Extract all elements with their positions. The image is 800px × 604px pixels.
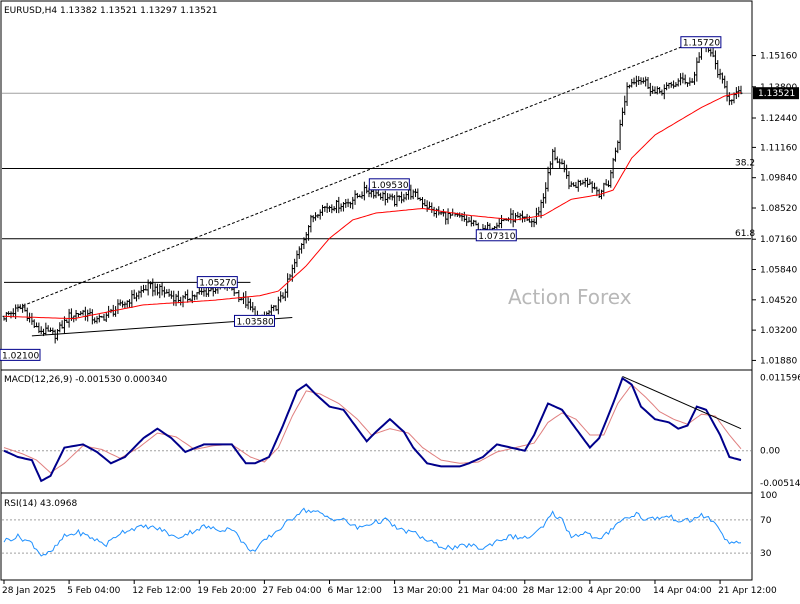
price-annotation: 1.02100 bbox=[0, 348, 41, 361]
price-header: EURUSD,H4 1.13382 1.13521 1.13297 1.1352… bbox=[4, 6, 217, 16]
price-y-tick-label: 1.01880 bbox=[760, 356, 797, 366]
x-tick-label: 27 Feb 04:00 bbox=[262, 586, 321, 596]
annotation-label: 1.02100 bbox=[2, 351, 39, 361]
macd-layer bbox=[2, 375, 751, 483]
x-tick-label: 28 Mar 12:00 bbox=[523, 586, 583, 596]
macd-y-tick-label: 0.00 bbox=[760, 447, 780, 457]
moving-average-line bbox=[3, 92, 742, 320]
rsi-panel-frame bbox=[0, 492, 753, 581]
x-tick-label: 21 Apr 12:00 bbox=[718, 586, 777, 596]
price-layer: 38.2 61.8 1.02100 1.05270 1.03580 1.09530 1.07… bbox=[0, 36, 755, 361]
macd-y-tick-label: -0.005146 bbox=[760, 479, 800, 489]
macd-y-tick-label: 0.011596 bbox=[760, 374, 800, 384]
price-y-tick-label: 1.15160 bbox=[760, 52, 797, 62]
annotation-label: 1.09530 bbox=[371, 181, 408, 191]
macd-line bbox=[3, 376, 742, 483]
annotation-box bbox=[196, 276, 238, 289]
rsi-y-tick-label: 100 bbox=[760, 491, 777, 501]
price-annotation: 1.03580 bbox=[233, 314, 275, 327]
price-annotation: 1.09530 bbox=[368, 178, 410, 191]
last-price-box bbox=[753, 87, 799, 100]
annotation-label: 1.05270 bbox=[199, 279, 236, 289]
price-annotation: 1.05270 bbox=[196, 276, 238, 289]
annotation-box bbox=[233, 314, 275, 327]
fibonacci-level-label: 61.8 bbox=[735, 229, 755, 239]
price-y-tick-label: 1.12440 bbox=[760, 114, 797, 124]
fibonacci-level-label: 38.2 bbox=[735, 159, 755, 169]
dashed-trendline bbox=[17, 42, 693, 309]
annotation-box bbox=[475, 229, 517, 242]
x-tick-label: 4 Apr 20:00 bbox=[588, 586, 641, 596]
x-tick-label: 12 Feb 12:00 bbox=[132, 586, 191, 596]
price-y-tick-label: 1.09840 bbox=[760, 174, 797, 184]
last-price-label: 1.13521 bbox=[758, 89, 795, 99]
macd-signal-line bbox=[3, 383, 742, 474]
rsi-y-tick-label: 70 bbox=[760, 516, 772, 526]
price-y-tick-label: 1.04520 bbox=[760, 296, 797, 306]
x-tick-label: 6 Mar 12:00 bbox=[327, 586, 382, 596]
macd-trendline bbox=[622, 375, 742, 430]
price-y-tick-label: 1.08520 bbox=[760, 204, 797, 214]
x-tick-label: 19 Feb 20:00 bbox=[197, 586, 256, 596]
x-tick-label: 13 Mar 20:00 bbox=[393, 586, 453, 596]
macd-header: MACD(12,26,9) -0.001530 0.000340 bbox=[4, 375, 167, 385]
axis-layer: 1.151601.138001.124401.111601.098401.085… bbox=[2, 52, 800, 596]
price-y-tick-label: 1.07160 bbox=[760, 235, 797, 245]
annotation-label: 1.03580 bbox=[236, 317, 273, 327]
annotation-label: 1.15720 bbox=[683, 39, 720, 49]
annotation-label: 1.07310 bbox=[478, 232, 515, 242]
annotation-box bbox=[368, 178, 410, 191]
rsi-header: RSI(14) 43.0968 bbox=[4, 499, 77, 509]
rsi-layer bbox=[2, 507, 751, 557]
price-y-tick-label: 1.05840 bbox=[760, 266, 797, 276]
watermark: Action Forex bbox=[508, 285, 632, 309]
rsi-y-tick-label: 30 bbox=[760, 549, 772, 559]
x-tick-label: 14 Apr 04:00 bbox=[653, 586, 712, 596]
annotation-box bbox=[680, 36, 722, 49]
x-tick-label: 21 Mar 04:00 bbox=[458, 586, 518, 596]
price-annotation: 1.07310 bbox=[475, 229, 517, 242]
rsi-line bbox=[3, 507, 742, 557]
price-y-tick-label: 1.11160 bbox=[760, 143, 797, 153]
price-annotation: 1.15720 bbox=[680, 36, 722, 49]
price-y-tick-label: 1.03200 bbox=[760, 326, 797, 336]
x-tick-label: 5 Feb 04:00 bbox=[67, 586, 121, 596]
x-tick-label: 28 Jan 2025 bbox=[2, 586, 56, 596]
annotation-box bbox=[0, 348, 41, 361]
